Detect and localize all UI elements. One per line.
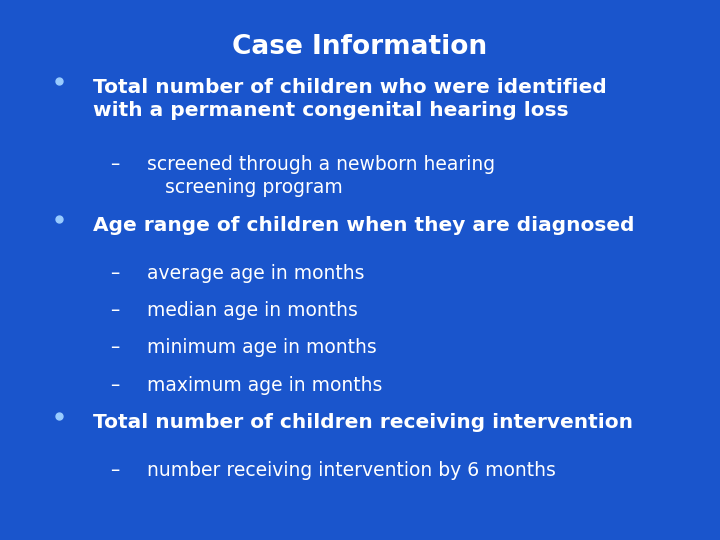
Text: maximum age in months: maximum age in months (147, 376, 382, 395)
Text: minimum age in months: minimum age in months (147, 339, 377, 357)
Text: –: – (110, 155, 120, 174)
Text: Total number of children who were identified
with a permanent congenital hearing: Total number of children who were identi… (93, 78, 606, 120)
Text: Case Information: Case Information (233, 34, 487, 60)
Text: –: – (110, 301, 120, 320)
Text: –: – (110, 461, 120, 480)
Text: Total number of children receiving intervention: Total number of children receiving inter… (93, 413, 633, 432)
Text: median age in months: median age in months (147, 301, 358, 320)
Text: screened through a newborn hearing
   screening program: screened through a newborn hearing scree… (147, 155, 495, 197)
Text: average age in months: average age in months (147, 264, 364, 283)
Text: –: – (110, 264, 120, 283)
Text: number receiving intervention by 6 months: number receiving intervention by 6 month… (147, 461, 556, 480)
Text: Age range of children when they are diagnosed: Age range of children when they are diag… (93, 216, 634, 235)
Text: –: – (110, 339, 120, 357)
Text: –: – (110, 376, 120, 395)
